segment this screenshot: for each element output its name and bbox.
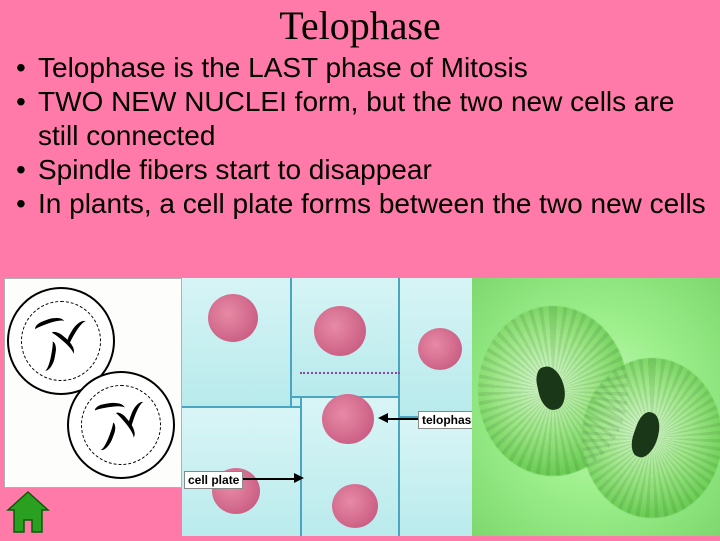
image-row: cell plate telophase: [0, 278, 720, 540]
bullet-item: • Telophase is the LAST phase of Mitosis: [10, 51, 710, 85]
bullet-marker: •: [10, 51, 38, 85]
home-button[interactable]: [4, 488, 52, 536]
nucleus: [208, 294, 258, 342]
label-cell-plate: cell plate: [184, 471, 243, 489]
arrow-head-icon: [294, 473, 304, 483]
bullet-text: In plants, a cell plate forms between th…: [38, 187, 706, 221]
nucleus: [322, 394, 374, 444]
bullet-list: • Telophase is the LAST phase of Mitosis…: [0, 49, 720, 221]
diagram-micrograph: [472, 278, 720, 536]
slide-title: Telophase: [0, 0, 720, 49]
arrow-line: [384, 418, 420, 420]
nucleus: [332, 484, 378, 528]
bullet-marker: •: [10, 85, 38, 119]
bullet-marker: •: [10, 187, 38, 221]
bullet-text: Spindle fibers start to disappear: [38, 153, 432, 187]
cell-plate-line: [300, 372, 400, 374]
diagram-telophase-schematic: [4, 278, 182, 488]
home-icon: [4, 488, 52, 536]
bullet-item: • In plants, a cell plate forms between …: [10, 187, 710, 221]
nucleus: [314, 306, 366, 356]
bullet-text: Telophase is the LAST phase of Mitosis: [38, 51, 528, 85]
bullet-marker: •: [10, 153, 38, 187]
label-telophase: telophase: [418, 411, 472, 429]
arrow-line: [240, 478, 300, 480]
bullet-text: TWO NEW NUCLEI form, but the two new cel…: [38, 85, 710, 153]
nucleus: [418, 328, 462, 370]
bullet-item: • Spindle fibers start to disappear: [10, 153, 710, 187]
bullet-item: • TWO NEW NUCLEI form, but the two new c…: [10, 85, 710, 153]
plant-cell: [398, 416, 472, 536]
arrow-head-icon: [378, 413, 388, 423]
diagram-plant-cells: cell plate telophase: [182, 278, 472, 536]
